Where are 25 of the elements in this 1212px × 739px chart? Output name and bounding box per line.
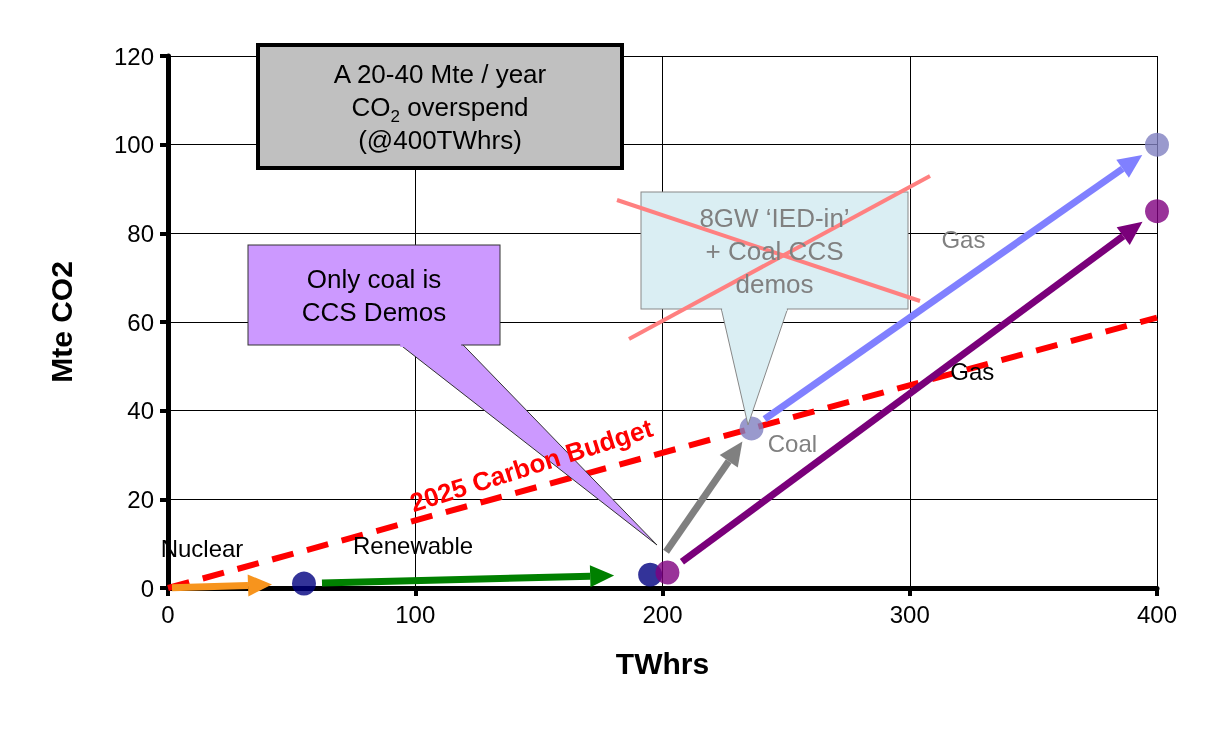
- y-tick-label: 0: [140, 574, 154, 602]
- x-axis-title: TWhrs: [615, 646, 710, 680]
- y-tick-label: 80: [127, 219, 154, 247]
- point: [655, 560, 680, 585]
- x-tick-label: 400: [1136, 600, 1178, 628]
- x-tick-label: 200: [642, 600, 683, 628]
- text: 2025 Carbon Budget: [406, 412, 657, 518]
- y-tick-label: 20: [127, 485, 154, 513]
- x-tick-label: 300: [889, 600, 930, 628]
- x-tick-label: 100: [395, 600, 436, 628]
- point: [1145, 199, 1169, 224]
- y-tick-label: 100: [113, 131, 154, 159]
- y-tick-label: 120: [113, 42, 154, 70]
- point: [1145, 132, 1169, 157]
- annotation: Gas: [941, 225, 986, 253]
- y-tick-label: 40: [127, 397, 154, 425]
- point: [292, 571, 316, 596]
- y-tick-label: 60: [127, 308, 154, 336]
- point: [739, 416, 764, 441]
- annotation: A 20-40 Mte / year CO$_{2}$ overspend (@400TWhrs): [333, 58, 547, 155]
- annotation: Coal: [767, 430, 818, 458]
- annotation: Gas: [950, 358, 995, 386]
- annotation: Only coal is CCS Demos: [301, 263, 447, 327]
- x-tick-label: 0: [161, 600, 175, 628]
- y-axis-title: Mte CO2: [44, 261, 78, 383]
